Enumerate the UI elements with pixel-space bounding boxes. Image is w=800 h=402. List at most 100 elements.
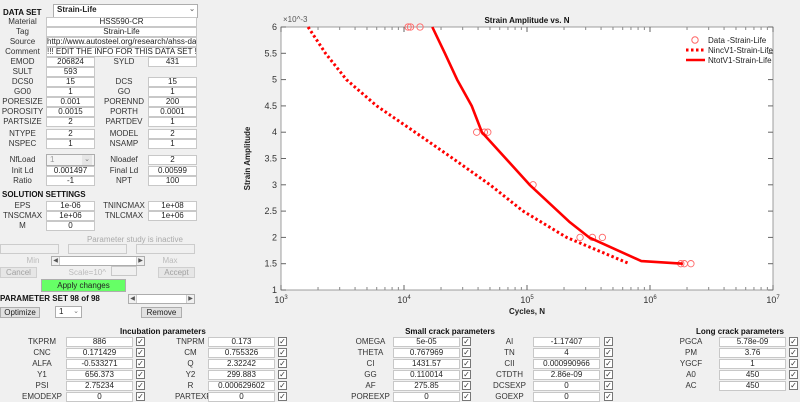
y1-checkbox[interactable]: ✓ bbox=[136, 370, 145, 379]
tnprm-checkbox[interactable]: ✓ bbox=[278, 337, 287, 346]
model-field[interactable]: 2 bbox=[148, 129, 197, 139]
q-checkbox[interactable]: ✓ bbox=[278, 359, 287, 368]
scale-field[interactable] bbox=[111, 266, 137, 276]
emod-field[interactable]: 206824 bbox=[46, 57, 95, 67]
study-field-3[interactable] bbox=[136, 244, 195, 254]
porth-field[interactable]: 0.0001 bbox=[148, 107, 197, 117]
emodexp-field[interactable]: 0 bbox=[66, 392, 133, 402]
ygcf-checkbox[interactable]: ✓ bbox=[789, 359, 798, 368]
pm-field[interactable]: 3.76 bbox=[719, 348, 786, 358]
tnlcmax-field[interactable]: 1e+06 bbox=[148, 211, 197, 221]
af-field[interactable]: 275.85 bbox=[393, 381, 460, 391]
omega-field[interactable]: 5e-05 bbox=[393, 337, 460, 347]
tn-field[interactable]: 4 bbox=[533, 348, 600, 358]
ai-field[interactable]: -1.17407 bbox=[533, 337, 600, 347]
go-field[interactable]: 1 bbox=[148, 87, 197, 97]
cm-checkbox[interactable]: ✓ bbox=[278, 348, 287, 357]
ygcf-field[interactable]: 1 bbox=[719, 359, 786, 369]
r-checkbox[interactable]: ✓ bbox=[278, 381, 287, 390]
eps-field[interactable]: 1e-06 bbox=[46, 201, 95, 211]
goexp-field[interactable]: 0 bbox=[533, 392, 600, 402]
ntype-field[interactable]: 2 bbox=[46, 129, 95, 139]
tkprm-field[interactable]: 886 bbox=[66, 337, 133, 347]
alfa-field[interactable]: -0.533271 bbox=[66, 359, 133, 369]
remove-button[interactable]: Remove bbox=[141, 307, 182, 318]
arrow-right-icon[interactable]: ▶ bbox=[186, 295, 194, 303]
a0-field[interactable]: 450 bbox=[719, 370, 786, 380]
arrow-left-icon[interactable]: ◀ bbox=[52, 257, 60, 265]
material-field[interactable]: HSS590-CR bbox=[46, 17, 197, 27]
nspec-field[interactable]: 1 bbox=[46, 139, 95, 149]
omega-checkbox[interactable]: ✓ bbox=[462, 337, 471, 346]
cnc-field[interactable]: 0.171429 bbox=[66, 348, 133, 358]
ac-checkbox[interactable]: ✓ bbox=[789, 381, 798, 390]
tnprm-field[interactable]: 0.173 bbox=[208, 337, 275, 347]
final-ld-field[interactable]: 0.00599 bbox=[148, 166, 197, 176]
psi-checkbox[interactable]: ✓ bbox=[136, 381, 145, 390]
pgca-field[interactable]: 5.78e-09 bbox=[719, 337, 786, 347]
poresize-field[interactable]: 0.001 bbox=[46, 97, 95, 107]
alfa-checkbox[interactable]: ✓ bbox=[136, 359, 145, 368]
pgca-checkbox[interactable]: ✓ bbox=[789, 337, 798, 346]
theta-checkbox[interactable]: ✓ bbox=[462, 348, 471, 357]
ci-field[interactable]: 1431.57 bbox=[393, 359, 460, 369]
ctdth-field[interactable]: 2.86e-09 bbox=[533, 370, 600, 380]
study-field-1[interactable] bbox=[0, 244, 59, 254]
porennd-field[interactable]: 200 bbox=[148, 97, 197, 107]
tn-checkbox[interactable]: ✓ bbox=[604, 348, 613, 357]
tag-field[interactable]: Strain-Life bbox=[46, 27, 197, 37]
cii-checkbox[interactable]: ✓ bbox=[604, 359, 613, 368]
study-field-2[interactable] bbox=[68, 244, 127, 254]
af-checkbox[interactable]: ✓ bbox=[462, 381, 471, 390]
q-field[interactable]: 2.32242 bbox=[208, 359, 275, 369]
y2-checkbox[interactable]: ✓ bbox=[278, 370, 287, 379]
comment-field[interactable]: !!! EDIT THE INFO FOR THIS DATA SET !!! bbox=[46, 47, 197, 57]
partsize-field[interactable]: 2 bbox=[46, 117, 95, 127]
go0-field[interactable]: 1 bbox=[46, 87, 95, 97]
parameter-set-slider[interactable]: ◀ ▶ bbox=[128, 294, 195, 304]
nsamp-field[interactable]: 1 bbox=[148, 139, 197, 149]
porosity-field[interactable]: 0.0015 bbox=[46, 107, 95, 117]
syld-field[interactable]: 431 bbox=[148, 57, 197, 67]
apply-changes-button[interactable]: Apply changes bbox=[41, 279, 126, 292]
accept-button[interactable]: Accept bbox=[158, 267, 195, 278]
dcsexp-field[interactable]: 0 bbox=[533, 381, 600, 391]
ratio-field[interactable]: -1 bbox=[46, 176, 95, 186]
cancel-button[interactable]: Cancel bbox=[0, 267, 37, 278]
pm-checkbox[interactable]: ✓ bbox=[789, 348, 798, 357]
source-field[interactable]: http://www.autosteel.org/research/ahss-d… bbox=[46, 37, 197, 47]
y2-field[interactable]: 299.883 bbox=[208, 370, 275, 380]
ai-checkbox[interactable]: ✓ bbox=[604, 337, 613, 346]
cm-field[interactable]: 0.755326 bbox=[208, 348, 275, 358]
gg-field[interactable]: 0.110014 bbox=[393, 370, 460, 380]
ac-field[interactable]: 450 bbox=[719, 381, 786, 391]
dcsexp-checkbox[interactable]: ✓ bbox=[604, 381, 613, 390]
init-ld-field[interactable]: 0.001497 bbox=[46, 166, 95, 176]
optimize-button[interactable]: Optimize bbox=[0, 307, 40, 318]
parameter-set-dropdown[interactable]: 1 ⌄ bbox=[55, 306, 82, 318]
tnincmax-field[interactable]: 1e+08 bbox=[148, 201, 197, 211]
cnc-checkbox[interactable]: ✓ bbox=[136, 348, 145, 357]
partexp-field[interactable]: 0 bbox=[208, 392, 275, 402]
dcs-field[interactable]: 15 bbox=[148, 77, 197, 87]
arrow-right-icon[interactable]: ▶ bbox=[136, 257, 144, 265]
r-field[interactable]: 0.000629602 bbox=[208, 381, 275, 391]
tnscmax-field[interactable]: 1e+06 bbox=[46, 211, 95, 221]
dcs0-field[interactable]: 15 bbox=[46, 77, 95, 87]
y1-field[interactable]: 656.373 bbox=[66, 370, 133, 380]
sult-field[interactable]: 593 bbox=[46, 67, 95, 77]
ctdth-checkbox[interactable]: ✓ bbox=[604, 370, 613, 379]
nfload-dropdown[interactable]: 1 ⌄ bbox=[46, 154, 95, 166]
ci-checkbox[interactable]: ✓ bbox=[462, 359, 471, 368]
a0-checkbox[interactable]: ✓ bbox=[789, 370, 798, 379]
cii-field[interactable]: 0.000990966 bbox=[533, 359, 600, 369]
study-slider[interactable]: ◀ ▶ bbox=[51, 256, 145, 266]
gg-checkbox[interactable]: ✓ bbox=[462, 370, 471, 379]
nloadef-field[interactable]: 2 bbox=[148, 155, 197, 165]
theta-field[interactable]: 0.767969 bbox=[393, 348, 460, 358]
arrow-left-icon[interactable]: ◀ bbox=[129, 295, 137, 303]
m-field[interactable]: 0 bbox=[46, 221, 95, 231]
tkprm-checkbox[interactable]: ✓ bbox=[136, 337, 145, 346]
partdev-field[interactable]: 1 bbox=[148, 117, 197, 127]
psi-field[interactable]: 2.75234 bbox=[66, 381, 133, 391]
